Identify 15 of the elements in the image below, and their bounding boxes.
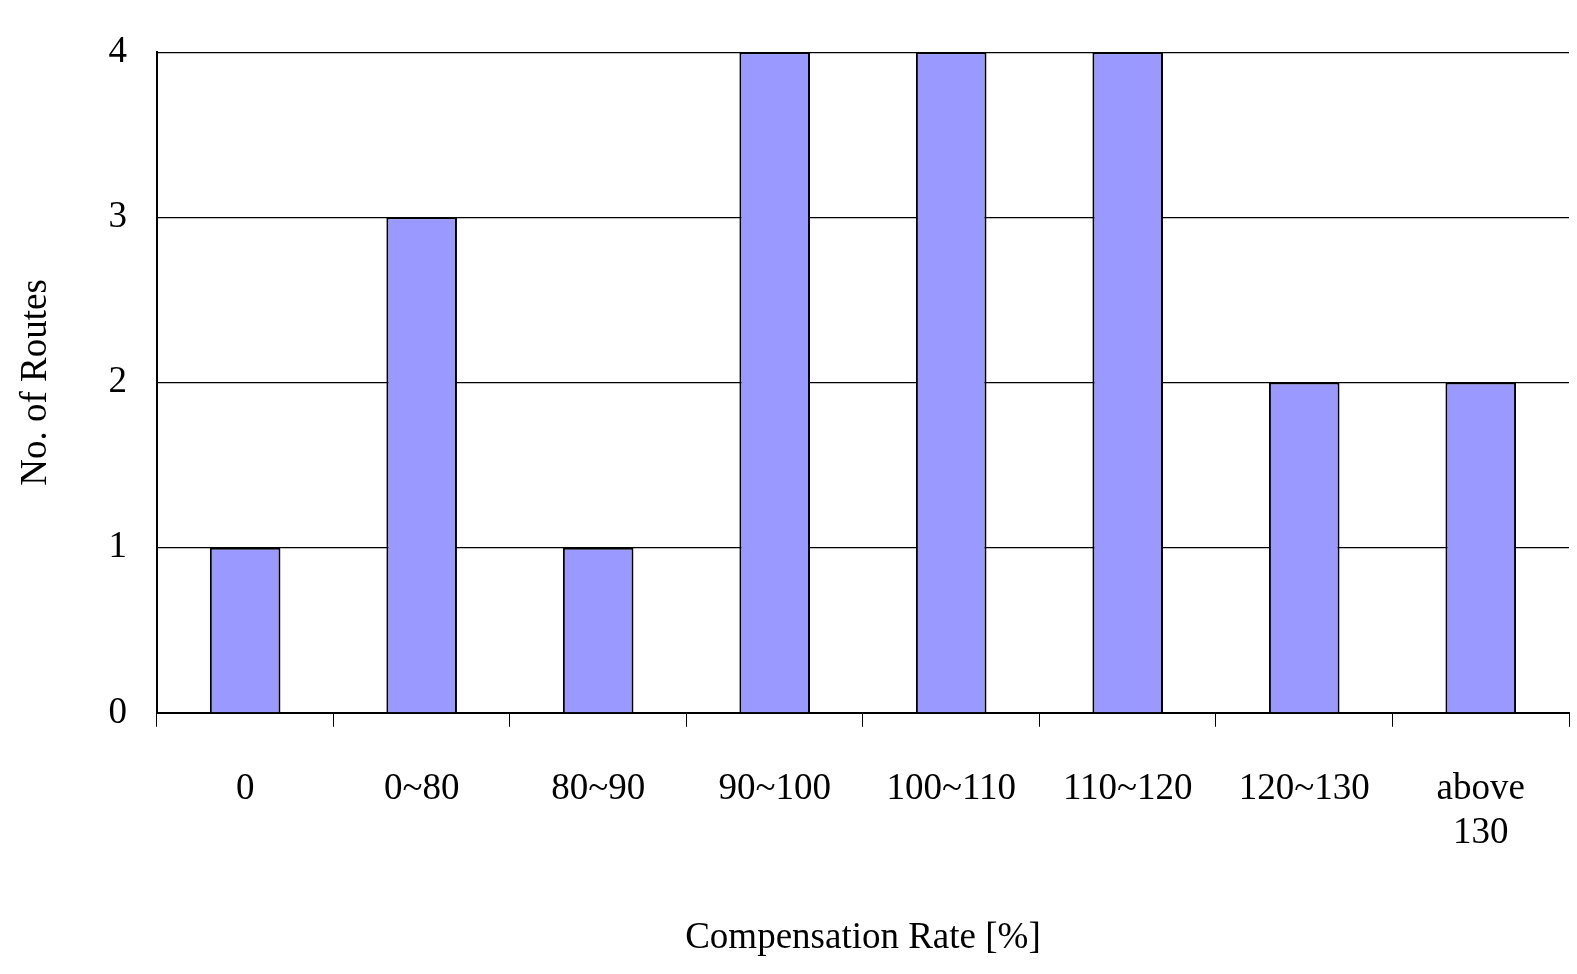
y-tick-label: 1 bbox=[108, 524, 127, 566]
y-axis-title: No. of Routes bbox=[12, 279, 54, 486]
y-tick-label: 4 bbox=[108, 28, 127, 70]
y-tick-label: 0 bbox=[108, 689, 127, 731]
x-tick-label: 90~100 bbox=[718, 765, 831, 807]
x-tick-label: above 130 bbox=[1436, 765, 1525, 852]
x-tick-label: 100~110 bbox=[886, 765, 1017, 807]
x-tick-label: 110~120 bbox=[1062, 765, 1193, 807]
y-tick-label: 3 bbox=[108, 194, 127, 236]
x-tick-label: 80~90 bbox=[551, 765, 646, 807]
x-tick-label: 0 bbox=[235, 765, 255, 807]
y-tick-label: 2 bbox=[108, 359, 127, 401]
x-tick-label: 120~130 bbox=[1238, 765, 1370, 807]
x-tick-label: 0~80 bbox=[383, 765, 460, 807]
x-axis-title: Compensation Rate [%] bbox=[685, 914, 1041, 956]
